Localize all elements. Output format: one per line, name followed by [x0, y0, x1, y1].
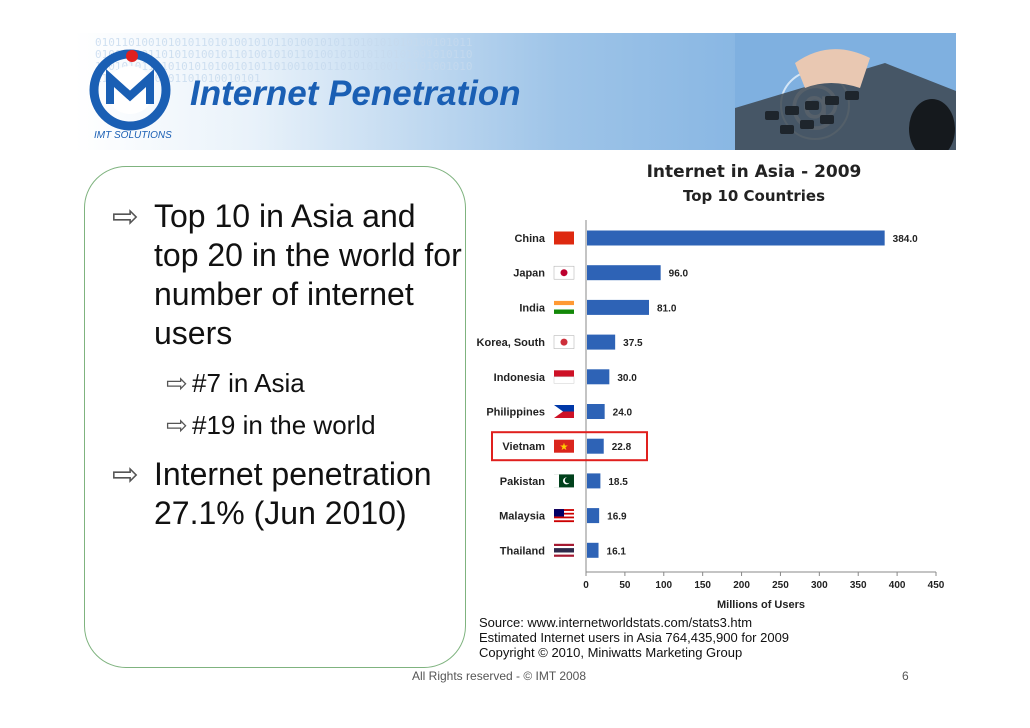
flag-malaysia-icon — [554, 509, 564, 517]
sub-bullet-arrow-icon: ⇨ — [166, 411, 188, 441]
bar — [587, 334, 616, 350]
x-tick-label: 150 — [694, 580, 711, 591]
data-label: 24.0 — [613, 408, 633, 419]
bar — [587, 473, 601, 489]
x-tick-label: 400 — [889, 580, 906, 591]
bullet-arrow-icon: ⇨ — [112, 455, 139, 493]
bullet-2: ⇨ Internet penetration 27.1% (Jun 2010) — [112, 455, 432, 531]
sub-bullet-1: ⇨ #7 in Asia — [166, 368, 305, 399]
sub-bullet-arrow-icon: ⇨ — [166, 369, 188, 399]
bar — [587, 542, 599, 558]
flag-malaysia-stripe — [554, 520, 574, 523]
logo-text: IMT SOLUTIONS — [94, 130, 172, 141]
data-label: 16.9 — [607, 512, 627, 523]
bar-chart: Internet in Asia - 2009 Top 10 Countries 0… — [477, 162, 945, 611]
sub-bullet-2: ⇨ #19 in the world — [166, 410, 376, 441]
bar — [587, 438, 604, 454]
flag-india-white — [554, 305, 574, 310]
x-tick-label: 50 — [619, 580, 631, 591]
chart-title: Internet in Asia - 2009 — [647, 162, 862, 182]
data-label: 81.0 — [657, 303, 677, 314]
x-tick-label: 200 — [733, 580, 750, 591]
category-label: Philippines — [486, 407, 545, 419]
category-label: Thailand — [500, 545, 545, 557]
keyboard-mouse-photo: @ — [735, 33, 956, 150]
imt-logo: IMT SOLUTIONS — [89, 49, 172, 141]
bar — [587, 230, 885, 246]
source-line: Estimated Internet users in Asia 764,435… — [479, 630, 790, 645]
data-label: 16.1 — [607, 546, 627, 557]
source-line: Source: www.internetworldstats.com/stats… — [479, 615, 753, 630]
flag-japan-dot — [560, 269, 568, 277]
bullet-box — [84, 166, 466, 668]
page-number: 6 — [902, 669, 909, 683]
bar — [587, 369, 610, 385]
x-tick-label: 100 — [655, 580, 672, 591]
category-label: Indonesia — [494, 372, 546, 384]
flag-thailand-blue — [554, 548, 574, 553]
flag-vietnam-star: ★ — [560, 442, 569, 453]
chart-subtitle: Top 10 Countries — [683, 187, 825, 205]
slide-title: Internet Penetration — [190, 74, 521, 113]
data-label: 37.5 — [623, 338, 643, 349]
flag-pakistan-white — [554, 474, 559, 488]
category-label: Vietnam — [502, 441, 545, 453]
data-label: 384.0 — [893, 234, 918, 245]
category-label: India — [519, 302, 546, 314]
category-label: Malaysia — [499, 511, 546, 523]
flag-china-icon — [554, 231, 574, 245]
category-label: China — [514, 233, 545, 245]
x-tick-label: 350 — [850, 580, 867, 591]
flag-philippines-triangle — [554, 405, 563, 418]
data-label: 18.5 — [608, 477, 628, 488]
flag-vietnam-icon — [554, 439, 574, 453]
bar — [587, 508, 600, 524]
bullet-2-text: Internet penetration 27.1% (Jun 2010) — [154, 456, 432, 531]
bullet-1-text: Top 10 in Asia and top 20 in the world f… — [154, 198, 462, 351]
bullet-arrow-icon: ⇨ — [112, 197, 139, 235]
bar — [587, 265, 661, 281]
source-line: Copyright © 2010, Miniwatts Marketing Gr… — [479, 645, 743, 660]
highlight-box — [491, 431, 648, 462]
footer-copyright: All Rights reserved - © IMT 2008 — [412, 669, 587, 683]
x-tick-label: 450 — [928, 580, 945, 591]
x-tick-label: 300 — [811, 580, 828, 591]
category-label: Japan — [513, 268, 545, 280]
flag-indonesia-white — [553, 376, 575, 384]
sub-bullet-2-text: #19 in the world — [192, 410, 376, 440]
bar — [587, 404, 605, 419]
flag-philippines-red — [554, 411, 574, 418]
category-label: Pakistan — [500, 476, 546, 488]
data-label: 22.8 — [612, 442, 632, 453]
sub-bullet-1-text: #7 in Asia — [192, 368, 305, 398]
flag-philippines-icon — [554, 405, 574, 412]
x-tick-label: 250 — [772, 580, 789, 591]
bar — [587, 299, 649, 315]
flag-malaysia-stripe — [554, 518, 574, 521]
flag-india-green — [554, 309, 574, 314]
category-label: Korea, South — [477, 337, 546, 349]
data-label: 30.0 — [617, 373, 637, 384]
x-axis-label: Millions of Users — [717, 599, 805, 611]
flag-india-icon — [554, 300, 574, 306]
flag-pakistan-moon-cut — [564, 477, 571, 484]
x-tick-label: 0 — [583, 580, 589, 591]
source-note: Source: www.internetworldstats.com/stats… — [479, 615, 789, 660]
flag-korea-dot — [560, 338, 568, 346]
flag-malaysia-stripe — [554, 516, 574, 519]
flag-indonesia-icon — [554, 370, 574, 377]
data-label: 96.0 — [669, 269, 689, 280]
bullet-1: ⇨ Top 10 in Asia and top 20 in the world… — [112, 197, 462, 351]
